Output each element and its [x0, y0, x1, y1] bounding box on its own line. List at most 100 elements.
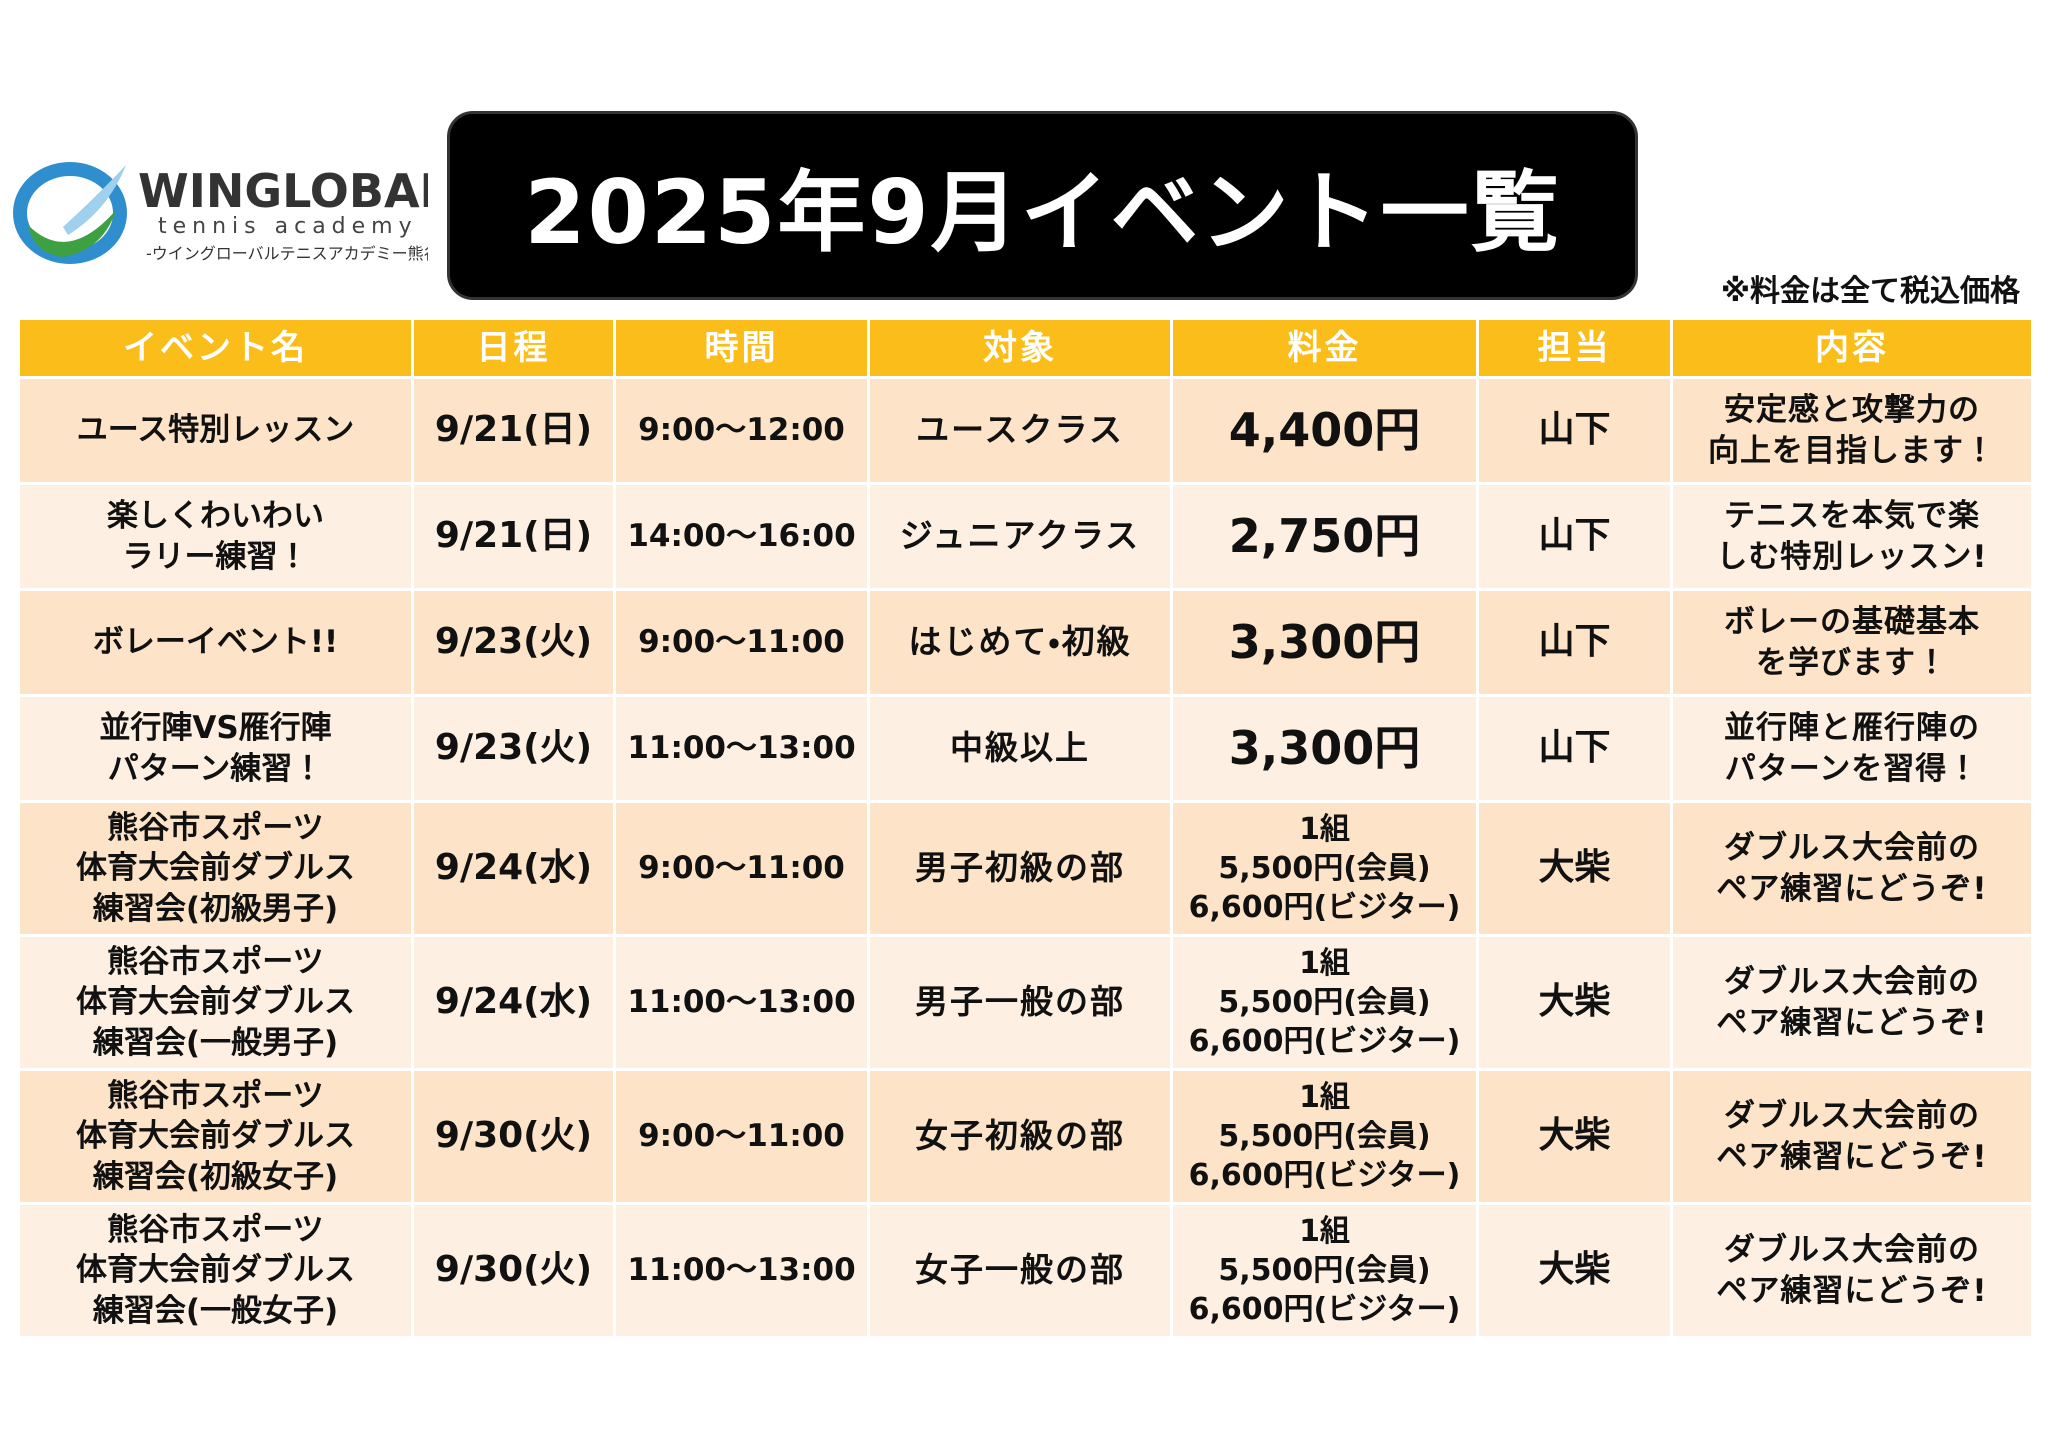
cell-text: 並行陣と雁行陣の: [1724, 710, 1980, 747]
cell-text: 1組: [1299, 812, 1350, 847]
title-box: 2025年9月イベント一覧: [447, 111, 1638, 300]
table-cell: ジュニアクラス: [867, 482, 1173, 591]
cell-text: 5,500円(会員): [1218, 1119, 1431, 1154]
table-cell: 安定感と攻撃力の 向上を目指します！: [1670, 376, 2034, 485]
cell-text: 9:00〜12:00: [638, 412, 845, 449]
cell-text: 4,400円: [1228, 402, 1421, 457]
cell-text: しむ特別レッスン!: [1716, 538, 1988, 575]
logo-wing: [63, 165, 126, 235]
cell-text: 11:00〜13:00: [627, 1252, 856, 1289]
note: ※料金は全て税込価格: [1720, 274, 2020, 309]
cell-text: ユース特別レッスン: [76, 412, 355, 449]
table-cell: 並行陣VS雁行陣 パターン練習！: [17, 694, 414, 803]
cell-text: ペア練習にどうぞ!: [1716, 870, 1988, 907]
cell-text: 熊谷市スポーツ: [107, 1078, 324, 1115]
table-cell: 大柴: [1476, 800, 1673, 937]
cell-text: 練習会(初級女子): [92, 1158, 339, 1195]
table-cell: はじめて・初級: [867, 588, 1173, 697]
cell-text: 男子一般の部: [915, 982, 1125, 1022]
table-cell: 大柴: [1476, 1068, 1673, 1205]
table-row: 楽しくわいわい ラリー練習！ 9/21(日) 14:00〜16:00 ジュニアクラス 2,…: [17, 482, 2034, 591]
table-cell: 14:00〜16:00: [613, 482, 870, 591]
table-cell: 山下: [1476, 482, 1673, 591]
table-cell: ユース特別レッスン: [17, 376, 414, 485]
logo-swoosh: [28, 210, 116, 257]
table-cell: 山下: [1476, 588, 1673, 697]
cell-text: 大柴: [1538, 1249, 1611, 1291]
table-cell: 9/21(日): [411, 376, 616, 485]
cell-text: ボレーイベント!!: [92, 624, 339, 661]
cell-text: 練習会(一般女子): [92, 1292, 339, 1329]
table-cell: 女子一般の部: [867, 1202, 1173, 1339]
table-cell: 1組 5,500円(会員) 6,600円(ビジター): [1170, 1202, 1479, 1339]
table-cell: ボレーイベント!!: [17, 588, 414, 697]
cell-text: 1組: [1299, 1080, 1350, 1115]
table-body: ユース特別レッスン 9/21(日) 9:00〜12:00 ユースクラス 4,400円 山下…: [17, 376, 2034, 1339]
cell-text: 5,500円(会員): [1218, 985, 1431, 1020]
cell-text: 6,600円(ビジター): [1188, 890, 1461, 925]
cell-text: 6,600円(ビジター): [1188, 1158, 1461, 1193]
logo-ring: [13, 162, 127, 264]
logo-sub: tennis academy: [158, 214, 418, 239]
column-header: 料金: [1170, 317, 1479, 379]
cell-text: 山下: [1538, 727, 1611, 769]
title: 2025年9月イベント一覧: [524, 161, 1561, 264]
table-cell: 楽しくわいわい ラリー練習！: [17, 482, 414, 591]
cell-text: 安定感と攻撃力の: [1724, 392, 1980, 429]
table-cell: 熊谷市スポーツ 体育大会前ダブルス 練習会(初級男子): [17, 800, 414, 937]
cell-text: 9/21(日): [434, 409, 593, 451]
cell-text: ユースクラス: [916, 410, 1124, 450]
cell-text: 3,300円: [1228, 720, 1421, 775]
cell-text: 体育大会前ダブルス: [76, 1118, 355, 1155]
cell-text: テニスを本気で楽: [1724, 498, 1980, 535]
cell-text: パターン練習！: [107, 750, 324, 787]
logo-name: WINGLOBAL: [138, 164, 428, 218]
cell-text: 体育大会前ダブルス: [76, 984, 355, 1021]
table-cell: 9:00〜11:00: [613, 1068, 870, 1205]
event-table: イベント名 日程 時間 対象 料金 担当 内容 ユース特別レッスン 9/21(日) 9:00〜1…: [17, 317, 2034, 1339]
table-cell: 9/24(水): [411, 800, 616, 937]
cell-text: 6,600円(ビジター): [1188, 1024, 1461, 1059]
table-row: 熊谷市スポーツ 体育大会前ダブルス 練習会(初級男子) 9/24(水) 9:00〜11:…: [17, 800, 2034, 937]
column-header: イベント名: [17, 317, 414, 379]
table-cell: 11:00〜13:00: [613, 1202, 870, 1339]
table-cell: 9:00〜11:00: [613, 588, 870, 697]
table-cell: 9/30(火): [411, 1068, 616, 1205]
table-cell: 熊谷市スポーツ 体育大会前ダブルス 練習会(一般男子): [17, 934, 414, 1071]
table-row: ボレーイベント!! 9/23(火) 9:00〜11:00 はじめて・初級 3,300円 山…: [17, 588, 2034, 697]
table-row: 熊谷市スポーツ 体育大会前ダブルス 練習会(初級女子) 9/30(火) 9:00〜11:…: [17, 1068, 2034, 1205]
cell-text: 6,600円(ビジター): [1188, 1292, 1461, 1327]
cell-text: 熊谷市スポーツ: [107, 944, 324, 981]
cell-text: ダブルス大会前の: [1724, 830, 1980, 867]
table-cell: テニスを本気で楽 しむ特別レッスン!: [1670, 482, 2034, 591]
table-cell: 9/23(火): [411, 694, 616, 803]
table-row: 熊谷市スポーツ 体育大会前ダブルス 練習会(一般男子) 9/24(水) 11:00〜13…: [17, 934, 2034, 1071]
table-cell: 山下: [1476, 694, 1673, 803]
table-cell: 中級以上: [867, 694, 1173, 803]
cell-text: 9/30(火): [434, 1115, 593, 1157]
column-header: 対象: [867, 317, 1173, 379]
column-header: 時間: [613, 317, 870, 379]
table-cell: 9/23(火): [411, 588, 616, 697]
cell-text: 1組: [1299, 1214, 1350, 1249]
cell-text: 山下: [1538, 409, 1611, 451]
column-header: 内容: [1670, 317, 2034, 379]
table-cell: ユースクラス: [867, 376, 1173, 485]
cell-text: 大柴: [1538, 981, 1611, 1023]
cell-text: 5,500円(会員): [1218, 851, 1431, 886]
table-cell: 1組 5,500円(会員) 6,600円(ビジター): [1170, 800, 1479, 937]
table-cell: 9/30(火): [411, 1202, 616, 1339]
table-cell: ダブルス大会前の ペア練習にどうぞ!: [1670, 934, 2034, 1071]
table-row: 並行陣VS雁行陣 パターン練習！ 9/23(火) 11:00〜13:00 中級以上 3,3…: [17, 694, 2034, 803]
table-cell: 4,400円: [1170, 376, 1479, 485]
cell-text: 1組: [1299, 946, 1350, 981]
cell-text: 11:00〜13:00: [627, 730, 856, 767]
table-cell: ダブルス大会前の ペア練習にどうぞ!: [1670, 1202, 2034, 1339]
cell-text: パターンを習得！: [1724, 750, 1980, 787]
cell-text: 大柴: [1538, 1115, 1611, 1157]
cell-text: ダブルス大会前の: [1724, 1232, 1980, 1269]
cell-text: 大柴: [1538, 847, 1611, 889]
table-row: 熊谷市スポーツ 体育大会前ダブルス 練習会(一般女子) 9/30(火) 11:00〜13…: [17, 1202, 2034, 1339]
cell-text: はじめて・初級: [908, 622, 1132, 662]
